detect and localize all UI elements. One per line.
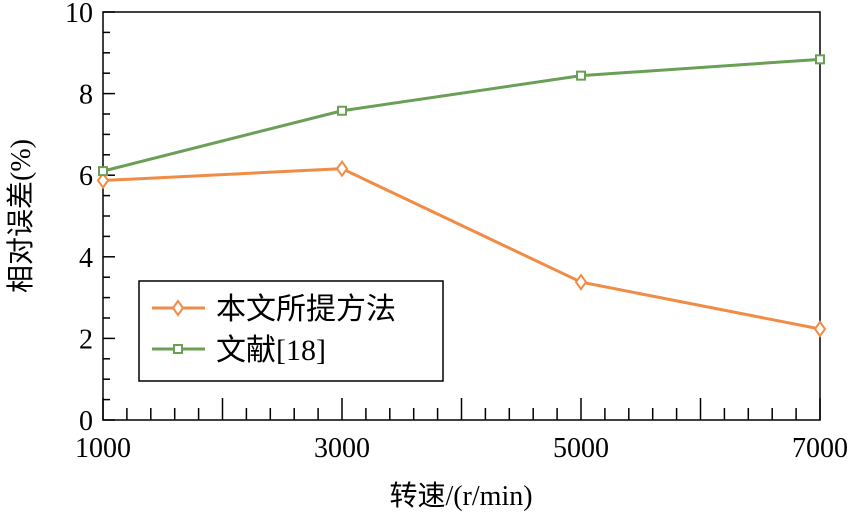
legend-label: 本文所提方法 bbox=[216, 293, 396, 326]
data-point bbox=[813, 320, 827, 338]
x-axis-label: 转速/(r/min) bbox=[389, 480, 532, 512]
data-point bbox=[337, 105, 347, 116]
y-tick-label: 2 bbox=[79, 324, 93, 355]
series-2 bbox=[98, 54, 825, 177]
data-point bbox=[335, 159, 349, 178]
data-point bbox=[574, 273, 588, 291]
x-tick-label: 1000 bbox=[75, 433, 131, 464]
y-tick-label: 10 bbox=[65, 0, 93, 29]
y-tick-label: 4 bbox=[79, 243, 93, 274]
y-tick-label: 8 bbox=[79, 80, 93, 111]
legend-box bbox=[138, 280, 444, 382]
y-tick-label: 6 bbox=[79, 161, 93, 192]
x-tick-label: 7000 bbox=[792, 433, 848, 464]
x-tick-label: 3000 bbox=[314, 433, 370, 464]
legend-marker bbox=[171, 299, 185, 317]
series-1 bbox=[96, 159, 827, 338]
data-point bbox=[98, 166, 108, 177]
x-tick-label: 5000 bbox=[553, 433, 609, 464]
data-point bbox=[576, 70, 586, 81]
series-line bbox=[102, 167, 821, 331]
y-axis-label: 相对误差(%) bbox=[5, 139, 37, 293]
legend-marker bbox=[173, 344, 183, 354]
data-point bbox=[96, 171, 110, 190]
y-tick-label: 0 bbox=[79, 406, 93, 437]
series-line bbox=[102, 57, 821, 173]
legend-label: 文献[18] bbox=[216, 334, 326, 367]
data-point bbox=[815, 54, 825, 65]
